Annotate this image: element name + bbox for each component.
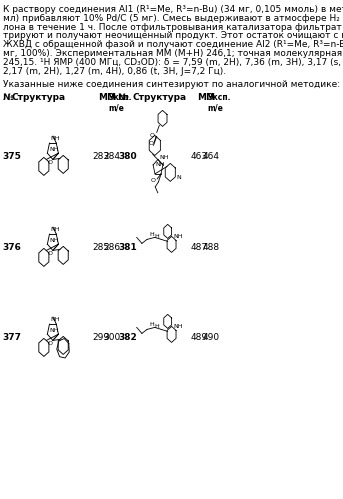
Text: 464: 464 [202, 152, 220, 161]
Text: ММ: ММ [98, 93, 116, 102]
Text: 285: 285 [92, 244, 109, 252]
Text: O: O [150, 133, 155, 138]
Text: 488: 488 [202, 244, 220, 252]
Text: 376: 376 [3, 244, 22, 252]
Text: O: O [149, 141, 154, 146]
Text: 2,17 (m, 2H), 1,27 (m, 4H), 0,86 (t, 3H, J=7,2 Гц).: 2,17 (m, 2H), 1,27 (m, 4H), 0,86 (t, 3H,… [3, 66, 226, 76]
Text: NH: NH [49, 238, 59, 243]
Text: O: O [48, 341, 52, 346]
Text: NH: NH [174, 234, 183, 239]
Text: 380: 380 [118, 152, 137, 161]
Text: ММ: ММ [197, 93, 215, 102]
Text: NH: NH [159, 155, 169, 160]
Text: лона в течение 1 ч. После отфильтровывания катализатора фильтрат концен-: лона в течение 1 ч. После отфильтровыван… [3, 22, 343, 31]
Text: 489: 489 [191, 333, 208, 342]
Text: NH: NH [174, 324, 183, 329]
Text: O: O [151, 178, 156, 183]
Text: мл) прибавляют 10% Pd/C (5 мг). Смесь выдерживают в атмосфере H₂ из бал-: мл) прибавляют 10% Pd/C (5 мг). Смесь вы… [3, 14, 343, 23]
Text: ЖХВД с обращенной фазой и получают соединение AI2 (R¹=Me, R³=n-Bu) (25: ЖХВД с обращенной фазой и получают соеди… [3, 40, 343, 49]
Text: 490: 490 [202, 333, 220, 342]
Text: Структура: Структура [133, 93, 187, 102]
Text: H: H [150, 322, 155, 327]
Text: 375: 375 [3, 152, 22, 161]
Text: 245,15. ¹Н ЯМР (400 МГц, CD₃OD): δ = 7,59 (m, 2H), 7,36 (m, 3H), 3,17 (s, 3H),: 245,15. ¹Н ЯМР (400 МГц, CD₃OD): δ = 7,5… [3, 58, 343, 67]
Text: 300: 300 [103, 333, 120, 342]
Text: 284: 284 [103, 152, 120, 161]
Text: NH: NH [49, 147, 59, 152]
Text: 463: 463 [191, 152, 208, 161]
Text: 377: 377 [3, 333, 22, 342]
Text: №: № [3, 93, 13, 102]
Text: Эксп.
m/e: Эксп. m/e [108, 93, 132, 113]
Text: NH: NH [51, 136, 60, 141]
Text: NH: NH [51, 317, 60, 322]
Text: 286: 286 [103, 244, 120, 252]
Text: H: H [150, 232, 155, 237]
Text: O: O [48, 160, 52, 165]
Text: трируют и получают неочищенный продукт. Этот остаток очищают с помощью: трируют и получают неочищенный продукт. … [3, 31, 343, 40]
Text: №: № [118, 93, 129, 102]
Text: H: H [154, 324, 159, 329]
Text: NH: NH [155, 163, 165, 168]
Text: 487: 487 [191, 244, 208, 252]
Text: H: H [154, 234, 159, 239]
Text: NH: NH [51, 227, 60, 232]
Text: N: N [177, 175, 181, 180]
Text: 382: 382 [118, 333, 137, 342]
Text: O: O [48, 251, 52, 256]
Text: Указанные ниже соединения синтезируют по аналогичной методике:: Указанные ниже соединения синтезируют по… [3, 80, 340, 89]
Text: NH: NH [49, 328, 59, 333]
Text: Структура: Структура [12, 93, 66, 102]
Text: 299: 299 [92, 333, 109, 342]
Text: 283: 283 [92, 152, 109, 161]
Text: мг, 100%). Экспериментальная ММ (М+Н) 246,1; точная молекулярная масса: мг, 100%). Экспериментальная ММ (М+Н) 24… [3, 49, 343, 58]
Text: Эксп.
m/e: Эксп. m/e [208, 93, 231, 113]
Text: 381: 381 [118, 244, 137, 252]
Text: К раствору соединения AI1 (R¹=Me, R³=n-Bu) (34 мг, 0,105 ммоль) в метаноле (1: К раствору соединения AI1 (R¹=Me, R³=n-B… [3, 5, 343, 14]
